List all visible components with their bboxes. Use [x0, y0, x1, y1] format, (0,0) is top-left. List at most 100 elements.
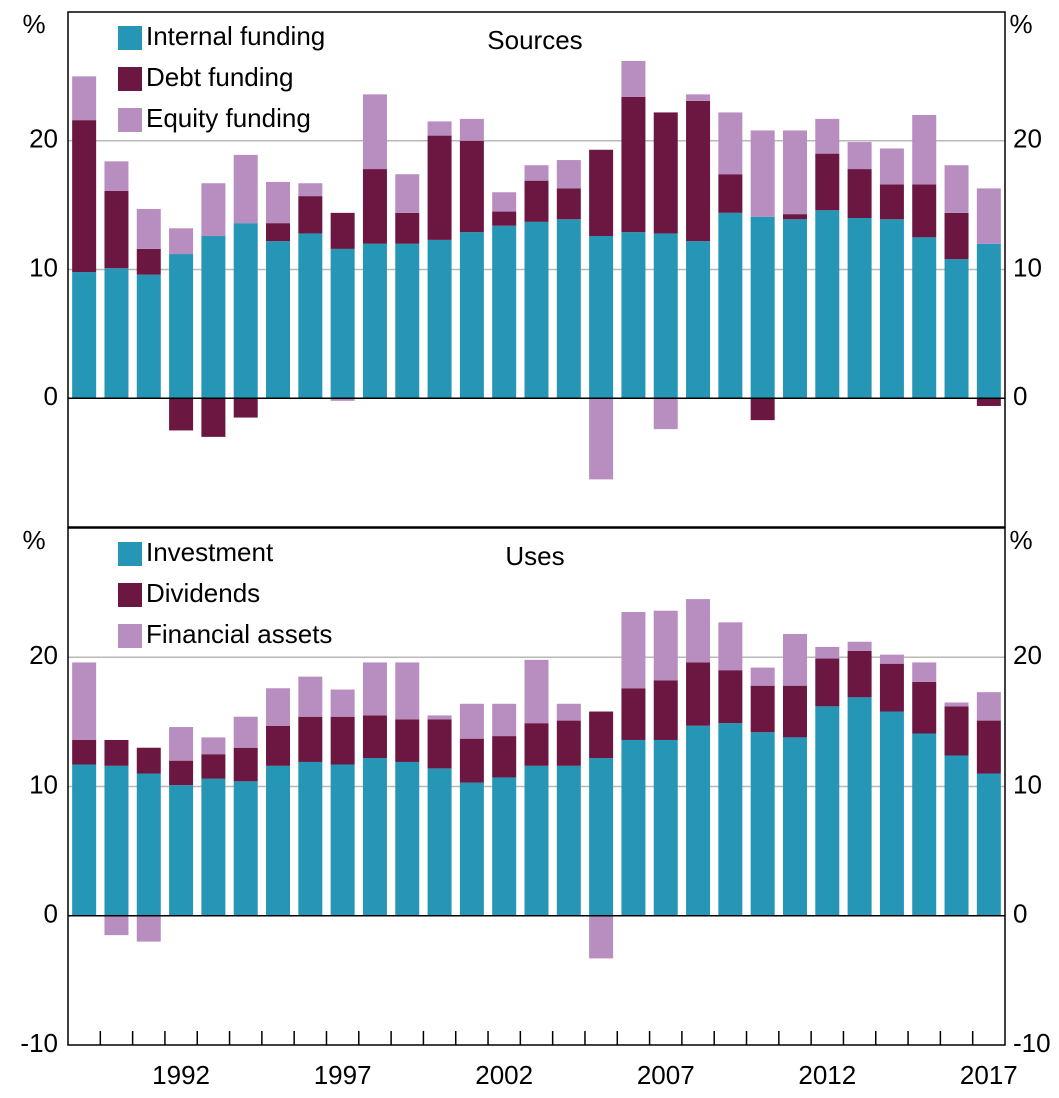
bar — [556, 765, 581, 916]
bar — [72, 272, 97, 399]
bar — [879, 663, 904, 712]
bar — [201, 398, 226, 437]
bar — [459, 703, 484, 739]
bar — [718, 622, 743, 671]
bar — [427, 135, 452, 240]
bar — [72, 76, 97, 121]
bar — [298, 183, 323, 197]
y-tick-label: 20 — [29, 640, 58, 670]
bar — [556, 219, 581, 399]
bar — [330, 764, 355, 916]
bar — [782, 130, 807, 215]
legend-swatch — [118, 108, 142, 132]
x-tick-label: 1997 — [314, 1060, 372, 1090]
legend-label: Equity funding — [146, 103, 311, 133]
bar — [621, 688, 646, 740]
bar — [136, 747, 161, 774]
bar — [944, 259, 969, 399]
bar — [847, 218, 872, 399]
bar — [298, 196, 323, 234]
bar — [427, 239, 452, 399]
bar — [233, 398, 258, 418]
bar — [492, 192, 517, 212]
bar — [104, 739, 129, 766]
bar — [136, 274, 161, 399]
bar — [169, 254, 194, 399]
bar — [362, 243, 387, 399]
bar — [879, 711, 904, 916]
legend-swatch — [118, 542, 142, 566]
legend-swatch — [118, 583, 142, 607]
bar — [492, 777, 517, 916]
bar — [750, 667, 775, 686]
bar — [266, 765, 291, 916]
bar — [72, 120, 97, 273]
bar — [169, 228, 194, 255]
bar — [944, 212, 969, 260]
y-tick-label-right: 0 — [1013, 381, 1027, 411]
bar — [912, 681, 937, 734]
bar — [750, 398, 775, 421]
bar — [233, 716, 258, 748]
bar — [750, 732, 775, 916]
bar — [266, 181, 291, 224]
bar — [686, 662, 711, 726]
bar — [459, 118, 484, 141]
bar — [459, 232, 484, 399]
bar — [750, 685, 775, 733]
bar — [976, 398, 1001, 406]
bar — [233, 223, 258, 399]
bar — [653, 739, 678, 916]
y-unit-right: % — [1009, 9, 1032, 39]
bar — [653, 610, 678, 681]
y-tick-label-right: 0 — [1013, 899, 1027, 929]
bar — [459, 140, 484, 233]
bar — [782, 685, 807, 738]
bar — [589, 758, 614, 916]
legend-label: Debt funding — [146, 62, 293, 92]
bar — [944, 755, 969, 916]
bar — [266, 725, 291, 766]
bar — [847, 641, 872, 651]
legend-label: Internal funding — [146, 21, 325, 51]
bar — [621, 96, 646, 233]
panel-frame — [67, 11, 1006, 528]
bar — [72, 739, 97, 765]
panel-title: Sources — [487, 25, 582, 55]
bar — [201, 183, 226, 237]
bar — [266, 241, 291, 399]
bar — [621, 739, 646, 916]
y-unit-right: % — [1009, 525, 1032, 555]
bar — [686, 241, 711, 399]
bar — [330, 248, 355, 399]
bar — [136, 248, 161, 275]
bar — [169, 398, 194, 431]
bar — [104, 190, 129, 269]
bar — [589, 236, 614, 399]
bar — [330, 398, 355, 401]
bar — [912, 237, 937, 399]
bar — [653, 398, 678, 430]
bar — [621, 612, 646, 689]
legend-label: Dividends — [146, 578, 260, 608]
bar — [395, 243, 420, 399]
bar — [976, 243, 1001, 399]
bar — [879, 184, 904, 220]
bar — [169, 760, 194, 786]
bar — [395, 719, 420, 762]
bar — [395, 174, 420, 213]
bar — [201, 236, 226, 399]
bar — [427, 715, 452, 720]
bar — [427, 121, 452, 136]
bar — [815, 646, 840, 659]
bar — [524, 659, 549, 724]
x-tick-label: 1992 — [152, 1060, 210, 1090]
bar — [653, 112, 678, 234]
y-tick-label-right: 10 — [1013, 769, 1042, 799]
x-tick-label: 2002 — [475, 1060, 533, 1090]
bar — [621, 232, 646, 399]
bar — [847, 697, 872, 916]
bar — [298, 676, 323, 717]
y-tick-label-right: -10 — [1013, 1028, 1051, 1058]
bar — [72, 764, 97, 916]
